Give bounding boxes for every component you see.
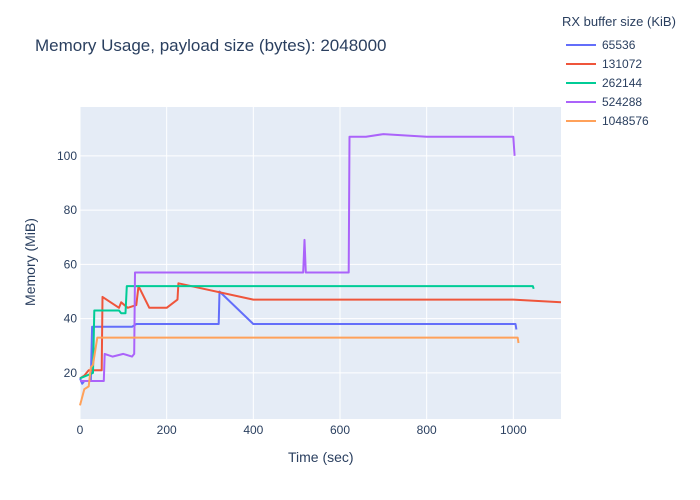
legend-label: 262144 (602, 75, 643, 90)
chart-title: Memory Usage, payload size (bytes): 2048… (35, 36, 387, 55)
legend-item[interactable]: 262144 (562, 73, 676, 92)
legend-item[interactable]: 65536 (562, 35, 676, 54)
legend-label: 1048576 (602, 113, 649, 128)
legend: RX buffer size (KiB) 65536 131072 262144… (562, 14, 676, 130)
x-tick-label: 0 (77, 423, 84, 437)
y-tick-label: 20 (64, 366, 78, 380)
plot-area (80, 107, 561, 419)
legend-swatch (566, 43, 596, 46)
legend-swatch (566, 81, 596, 84)
x-tick-label: 600 (330, 423, 350, 437)
y-tick-label: 60 (64, 257, 78, 271)
legend-item[interactable]: 131072 (562, 54, 676, 73)
series-line (79, 285, 535, 380)
x-tick-label: 1000 (500, 423, 527, 437)
x-tick-label: 400 (243, 423, 263, 437)
legend-label: 65536 (602, 37, 636, 52)
series-line (79, 336, 520, 406)
x-tick-label: 200 (157, 423, 177, 437)
legend-item[interactable]: 1048576 (562, 111, 676, 130)
legend-label: 131072 (602, 56, 643, 71)
legend-title: RX buffer size (KiB) (562, 14, 676, 29)
y-tick-label: 80 (64, 203, 78, 217)
y-tick-label: 40 (64, 312, 78, 326)
legend-swatch (566, 119, 596, 122)
legend-swatch (566, 62, 596, 65)
legend-swatch (566, 100, 596, 103)
y-axis-label: Memory (MiB) (22, 218, 38, 306)
series-line (80, 133, 516, 382)
x-tick-label: 800 (417, 423, 437, 437)
legend-label: 524288 (602, 94, 643, 109)
x-axis-label: Time (sec) (288, 449, 354, 465)
legend-item[interactable]: 524288 (562, 92, 676, 111)
y-tick-label: 100 (57, 149, 77, 163)
